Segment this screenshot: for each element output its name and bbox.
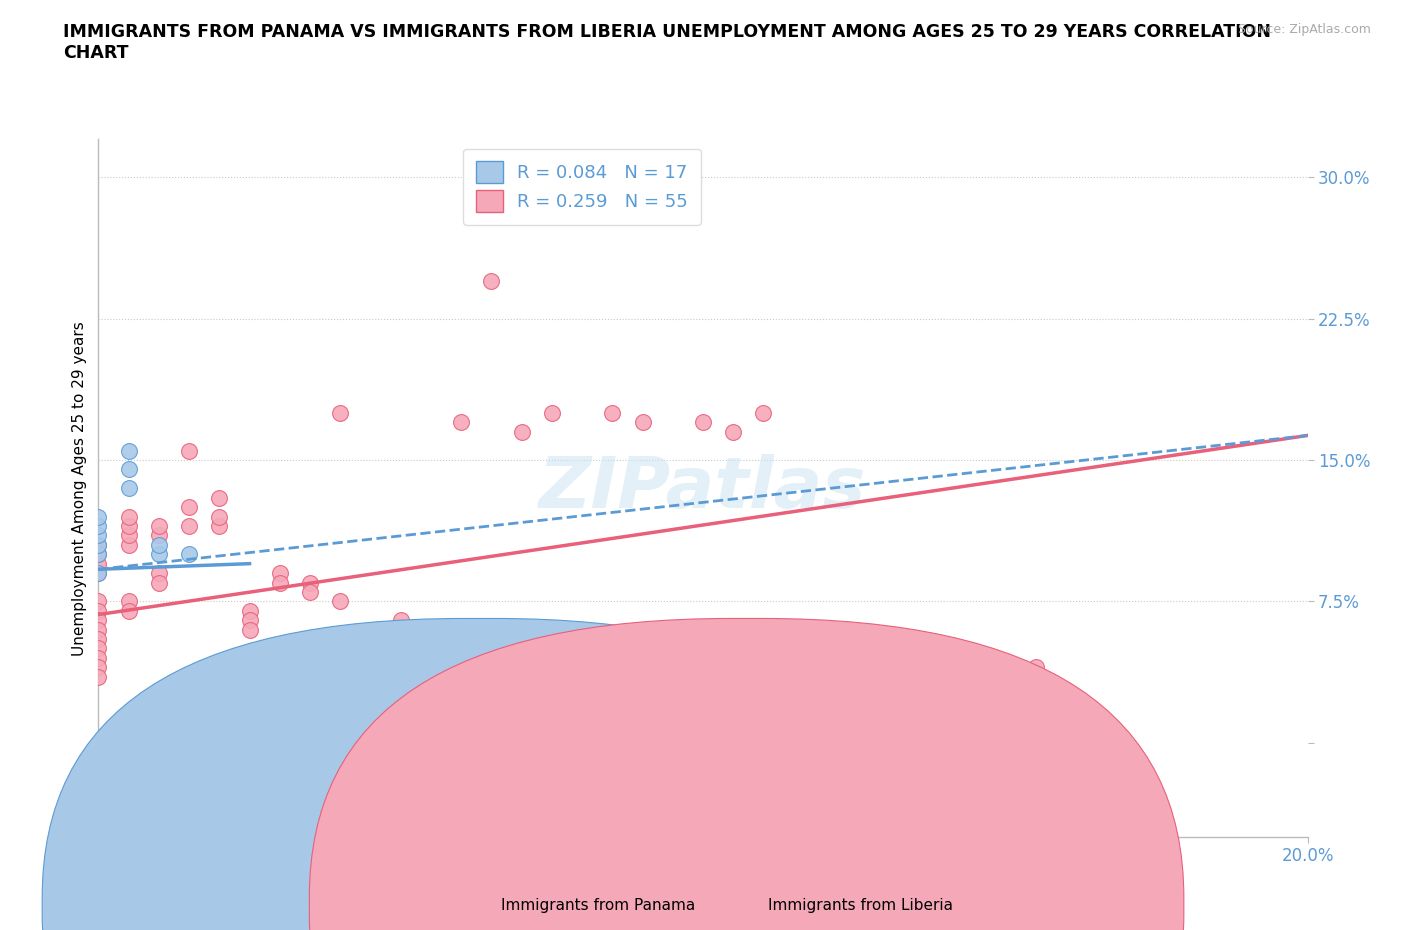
Point xyxy=(239,613,262,628)
Point xyxy=(87,604,110,618)
Point xyxy=(510,424,533,439)
Point xyxy=(118,443,141,458)
Point xyxy=(873,641,896,656)
Point xyxy=(360,820,382,835)
Point xyxy=(692,415,714,430)
Point xyxy=(571,198,593,213)
Point xyxy=(329,405,352,420)
Text: Immigrants from Panama: Immigrants from Panama xyxy=(501,898,695,913)
Point xyxy=(87,538,110,552)
Point xyxy=(329,811,352,826)
Point xyxy=(118,509,141,524)
Point xyxy=(148,575,170,590)
Point xyxy=(118,528,141,543)
Point xyxy=(329,594,352,609)
Y-axis label: Unemployment Among Ages 25 to 29 years: Unemployment Among Ages 25 to 29 years xyxy=(72,321,87,656)
Point xyxy=(87,519,110,534)
Point xyxy=(389,613,412,628)
Point xyxy=(239,773,262,788)
Point xyxy=(118,604,141,618)
Point xyxy=(813,631,835,646)
Point xyxy=(87,528,110,543)
Point xyxy=(87,565,110,580)
Point xyxy=(87,594,110,609)
Point xyxy=(179,519,201,534)
Point xyxy=(87,670,110,684)
Text: Source: ZipAtlas.com: Source: ZipAtlas.com xyxy=(1237,23,1371,36)
Point xyxy=(87,556,110,571)
Point xyxy=(269,791,291,806)
Point xyxy=(179,547,201,562)
Point xyxy=(87,650,110,665)
Point xyxy=(299,575,322,590)
Point xyxy=(208,490,231,505)
Point xyxy=(87,613,110,628)
Legend: R = 0.084   N = 17, R = 0.259   N = 55: R = 0.084 N = 17, R = 0.259 N = 55 xyxy=(464,149,700,225)
Point xyxy=(420,622,443,637)
Point xyxy=(118,538,141,552)
Point xyxy=(87,641,110,656)
Point xyxy=(934,650,956,665)
Point xyxy=(179,499,201,514)
Point xyxy=(723,424,745,439)
Point xyxy=(118,519,141,534)
Point xyxy=(87,538,110,552)
Point xyxy=(208,519,231,534)
Point xyxy=(239,604,262,618)
Point xyxy=(118,462,141,477)
Point xyxy=(179,443,201,458)
Point xyxy=(389,622,412,637)
Point xyxy=(1024,660,1046,675)
Point xyxy=(87,631,110,646)
Text: Immigrants from Liberia: Immigrants from Liberia xyxy=(768,898,953,913)
Point xyxy=(148,519,170,534)
Point xyxy=(239,622,262,637)
Point xyxy=(481,273,503,288)
Text: IMMIGRANTS FROM PANAMA VS IMMIGRANTS FROM LIBERIA UNEMPLOYMENT AMONG AGES 25 TO : IMMIGRANTS FROM PANAMA VS IMMIGRANTS FRO… xyxy=(63,23,1271,62)
Point xyxy=(87,622,110,637)
Point xyxy=(299,584,322,599)
Point xyxy=(208,509,231,524)
Point xyxy=(87,509,110,524)
Point xyxy=(269,575,291,590)
Point xyxy=(148,565,170,580)
Point xyxy=(269,565,291,580)
Point xyxy=(87,547,110,562)
Point xyxy=(540,405,562,420)
Point xyxy=(118,481,141,496)
Point xyxy=(118,594,141,609)
Point xyxy=(752,405,775,420)
Point xyxy=(148,528,170,543)
Point xyxy=(87,565,110,580)
Point xyxy=(148,547,170,562)
Point xyxy=(87,660,110,675)
Point xyxy=(450,415,472,430)
Text: ZIPatlas: ZIPatlas xyxy=(540,454,866,523)
Point xyxy=(87,547,110,562)
Point xyxy=(631,415,654,430)
Point xyxy=(602,405,624,420)
Point xyxy=(208,745,231,760)
Point xyxy=(148,538,170,552)
